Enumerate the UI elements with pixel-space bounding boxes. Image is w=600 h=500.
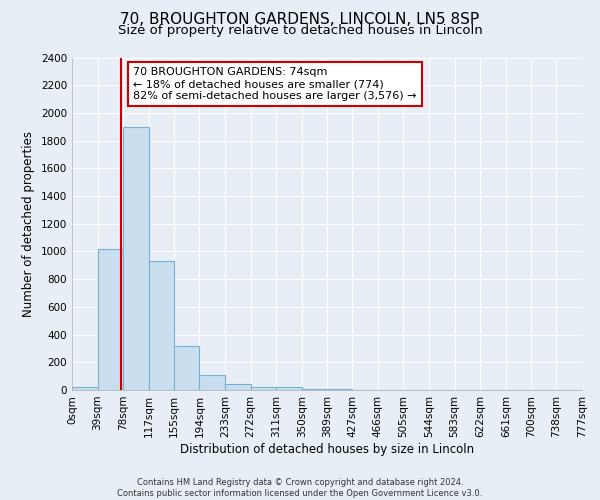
Bar [251,386,276,390]
Bar [276,387,302,390]
Bar [225,384,251,390]
Bar [174,346,199,390]
Text: 70 BROUGHTON GARDENS: 74sqm
← 18% of detached houses are smaller (774)
82% of se: 70 BROUGHTON GARDENS: 74sqm ← 18% of det… [133,68,416,100]
Bar [98,248,123,390]
Bar [302,388,328,390]
Text: Contains HM Land Registry data © Crown copyright and database right 2024.
Contai: Contains HM Land Registry data © Crown c… [118,478,482,498]
Bar [149,261,174,390]
Y-axis label: Number of detached properties: Number of detached properties [22,130,35,317]
Bar [199,376,225,390]
Text: 70, BROUGHTON GARDENS, LINCOLN, LN5 8SP: 70, BROUGHTON GARDENS, LINCOLN, LN5 8SP [121,12,479,28]
Text: Size of property relative to detached houses in Lincoln: Size of property relative to detached ho… [118,24,482,37]
X-axis label: Distribution of detached houses by size in Lincoln: Distribution of detached houses by size … [180,442,474,456]
Bar [72,387,98,390]
Bar [123,127,149,390]
